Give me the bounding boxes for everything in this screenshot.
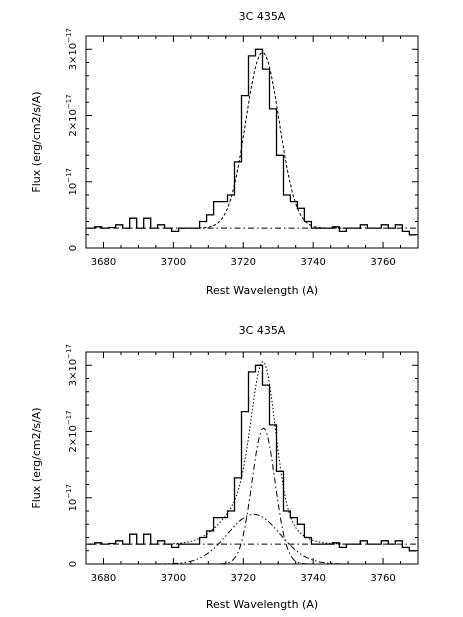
y-tick-label: 0 [68,561,79,567]
broad-gaussian-component-curve [122,513,385,565]
bottom-x-axis-label: Rest Wavelength (A) [206,598,318,611]
x-tick-label: 3720 [231,573,256,584]
y-tick-label-text: 3×10−17 [65,344,79,386]
bottom-spectrum-panel: 3C 435A 3680 3700 3720 3740 3760 0 10−17 2×10−1… [30,324,419,611]
y-tick-label-text: 2×10−17 [65,410,79,452]
top-ticks [85,35,419,249]
top-spectrum-panel: 3C 435A 3680 3700 3720 3740 3760 0 10−17 2×10−1… [30,10,419,297]
top-x-axis-label: Rest Wavelength (A) [206,284,318,297]
y-tick-label: 10−17 [65,168,79,196]
top-series [86,48,418,236]
bottom-y-axis-label: Flux (erg/cm2/s/A) [30,407,43,508]
x-tick-label: 3740 [300,573,325,584]
y-tick-label: 2×10−17 [65,410,79,452]
x-tick-label: 3680 [91,573,116,584]
top-y-axis-label: Flux (erg/cm2/s/A) [30,91,43,192]
y-tick-label: 10−17 [65,484,79,512]
top-plot-frame [85,35,419,249]
y-tick-label: 2×10−17 [65,94,79,136]
y-tick-label: 0 [68,245,79,251]
bottom-chart-title: 3C 435A [239,324,286,337]
x-tick-label: 3680 [91,257,116,268]
narrow-gaussian-component-curve [205,427,322,565]
bottom-series [86,361,418,565]
y-tick-label-text: 0 [68,561,79,567]
x-tick-label: 3760 [370,573,395,584]
single-gaussian-fit-curve [178,52,347,229]
total-fit-curve [173,361,349,545]
y-tick-label-text: 3×10−17 [65,28,79,70]
x-tick-label: 3740 [300,257,325,268]
top-tick-labels: 3680 3700 3720 3740 3760 0 10−17 2×10−17 3×10−17 [65,28,396,268]
bottom-tick-labels: 3680 3700 3720 3740 3760 0 10−17 2×10−17 3×10−17 [65,344,396,584]
y-tick-label-text: 10−17 [65,484,79,512]
observed-spectrum-histogram [87,48,417,236]
bottom-ticks [85,351,419,565]
top-chart-title: 3C 435A [239,10,286,23]
y-tick-label: 3×10−17 [65,344,79,386]
y-tick-label-text: 0 [68,245,79,251]
y-tick-label: 3×10−17 [65,28,79,70]
bottom-plot-frame [85,351,419,565]
x-tick-label: 3700 [161,573,186,584]
y-tick-label-text: 2×10−17 [65,94,79,136]
x-tick-label: 3760 [370,257,395,268]
observed-spectrum-histogram [87,364,417,552]
x-tick-label: 3700 [161,257,186,268]
y-tick-label-text: 10−17 [65,168,79,196]
x-tick-label: 3720 [231,257,256,268]
